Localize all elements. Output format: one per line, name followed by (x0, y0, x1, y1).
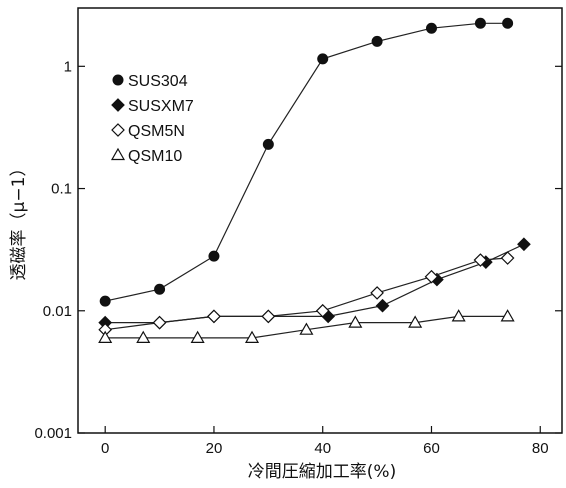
series-line (105, 257, 508, 331)
y-tick-label: 0.1 (51, 181, 72, 198)
series-qsm10 (98, 309, 515, 343)
axis-ticks: 0 20 40 60 80 0.001 0.01 0.1 1 (34, 58, 562, 457)
x-tick-label: 0 (101, 440, 109, 457)
x-tick-label: 20 (206, 440, 223, 457)
legend-label: QSM5N (128, 123, 185, 140)
data-point (190, 330, 205, 343)
data-point (208, 250, 220, 262)
y-tick-label: 1 (64, 58, 72, 75)
data-point (244, 330, 260, 343)
legend-marker (112, 74, 124, 86)
data-point (371, 35, 383, 47)
data-point (517, 237, 531, 252)
x-tick-label: 80 (532, 440, 549, 457)
data-point (152, 315, 167, 330)
data-point (500, 309, 515, 322)
data-point (315, 303, 330, 318)
data-point (451, 309, 466, 322)
y-axis-title: 透磁率（μ−1） (9, 160, 29, 281)
data-point (317, 53, 329, 65)
data-point (424, 269, 439, 284)
legend: SUS304 SUSXM7 QSM5N QSM10 (110, 73, 194, 165)
series-layer (98, 17, 531, 343)
series-qsm5n (98, 251, 515, 337)
legend-label: QSM10 (128, 148, 182, 165)
x-tick-label: 60 (423, 440, 440, 457)
legend-marker (110, 147, 126, 161)
data-point (425, 22, 437, 34)
data-point (473, 253, 488, 267)
data-point (299, 322, 314, 335)
data-point (207, 309, 221, 324)
data-point (370, 286, 384, 300)
legend-marker (111, 123, 125, 137)
legend-marker (111, 98, 125, 112)
data-point (98, 330, 113, 343)
data-point (375, 298, 390, 313)
data-point (408, 315, 423, 328)
plot-frame (77, 7, 563, 434)
legend-label: SUSXM7 (128, 98, 194, 115)
data-point (262, 138, 274, 150)
y-tick-label: 0.01 (43, 303, 72, 320)
data-point (500, 251, 515, 265)
data-point (502, 17, 514, 29)
data-point (99, 295, 111, 307)
x-axis-title: 冷間圧縮加工率(%) (248, 462, 396, 482)
series-susxm7 (98, 237, 531, 330)
legend-label: SUS304 (128, 73, 188, 90)
x-tick-label: 40 (314, 440, 331, 457)
series-sus304 (99, 17, 514, 307)
data-point (348, 315, 363, 328)
data-point (474, 17, 486, 29)
data-point (261, 309, 276, 324)
y-tick-label: 0.001 (34, 425, 72, 442)
data-point (154, 283, 166, 295)
data-point (136, 330, 151, 343)
